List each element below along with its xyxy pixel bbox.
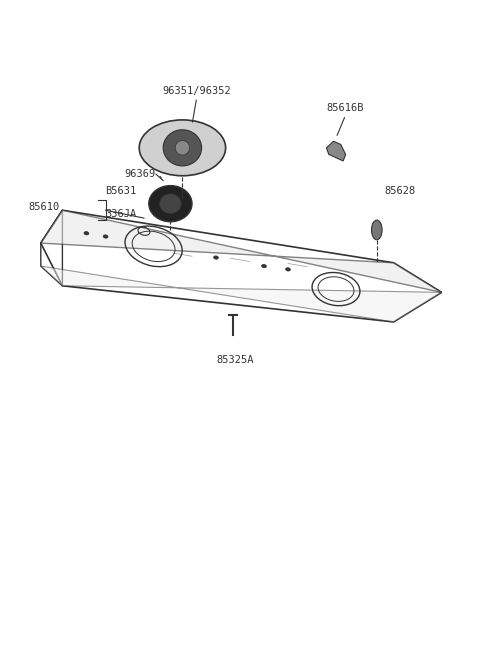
Text: 85616B: 85616B [327,103,364,114]
Ellipse shape [139,120,226,176]
Text: 85628: 85628 [384,185,415,196]
Ellipse shape [159,194,181,214]
Text: 85325A: 85325A [216,355,253,365]
Ellipse shape [262,264,266,268]
Ellipse shape [84,231,89,235]
Text: 96351/96352: 96351/96352 [162,85,231,96]
Text: 96369: 96369 [125,169,156,179]
Text: 85610: 85610 [29,202,60,212]
Ellipse shape [103,235,108,238]
Polygon shape [326,141,346,161]
Ellipse shape [163,129,202,166]
Polygon shape [41,266,442,322]
Ellipse shape [149,186,192,222]
Ellipse shape [372,220,382,240]
Ellipse shape [214,256,218,260]
Polygon shape [41,210,442,292]
Text: B5631: B5631 [106,185,137,196]
Ellipse shape [175,141,190,155]
Ellipse shape [286,267,290,271]
Text: 336JA: 336JA [106,208,137,219]
